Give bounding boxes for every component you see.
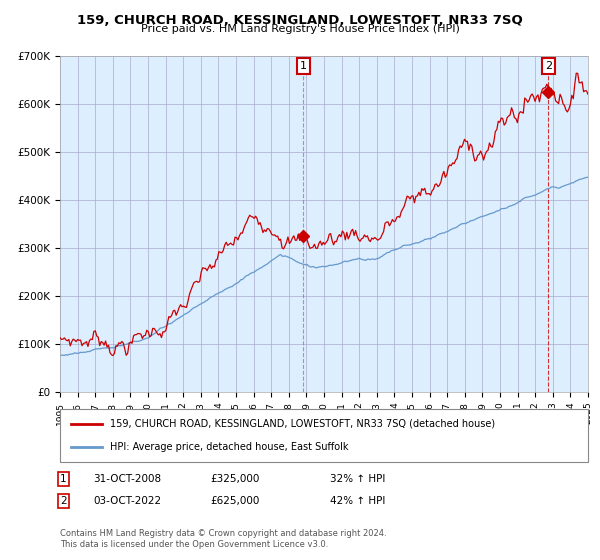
Text: HPI: Average price, detached house, East Suffolk: HPI: Average price, detached house, East… [110, 442, 349, 452]
Text: 159, CHURCH ROAD, KESSINGLAND, LOWESTOFT, NR33 7SQ (detached house): 159, CHURCH ROAD, KESSINGLAND, LOWESTOFT… [110, 419, 495, 429]
Text: Price paid vs. HM Land Registry's House Price Index (HPI): Price paid vs. HM Land Registry's House … [140, 24, 460, 34]
Text: 1: 1 [60, 474, 67, 484]
Text: 159, CHURCH ROAD, KESSINGLAND, LOWESTOFT, NR33 7SQ: 159, CHURCH ROAD, KESSINGLAND, LOWESTOFT… [77, 14, 523, 27]
Text: Contains HM Land Registry data © Crown copyright and database right 2024.
This d: Contains HM Land Registry data © Crown c… [60, 529, 386, 549]
FancyBboxPatch shape [60, 409, 588, 462]
Text: 31-OCT-2008: 31-OCT-2008 [93, 474, 161, 484]
Text: 03-OCT-2022: 03-OCT-2022 [93, 496, 161, 506]
Text: 2: 2 [545, 61, 552, 71]
Text: 1: 1 [300, 61, 307, 71]
Text: £325,000: £325,000 [210, 474, 259, 484]
Text: 42% ↑ HPI: 42% ↑ HPI [330, 496, 385, 506]
Text: 32% ↑ HPI: 32% ↑ HPI [330, 474, 385, 484]
Text: 2: 2 [60, 496, 67, 506]
Text: £625,000: £625,000 [210, 496, 259, 506]
